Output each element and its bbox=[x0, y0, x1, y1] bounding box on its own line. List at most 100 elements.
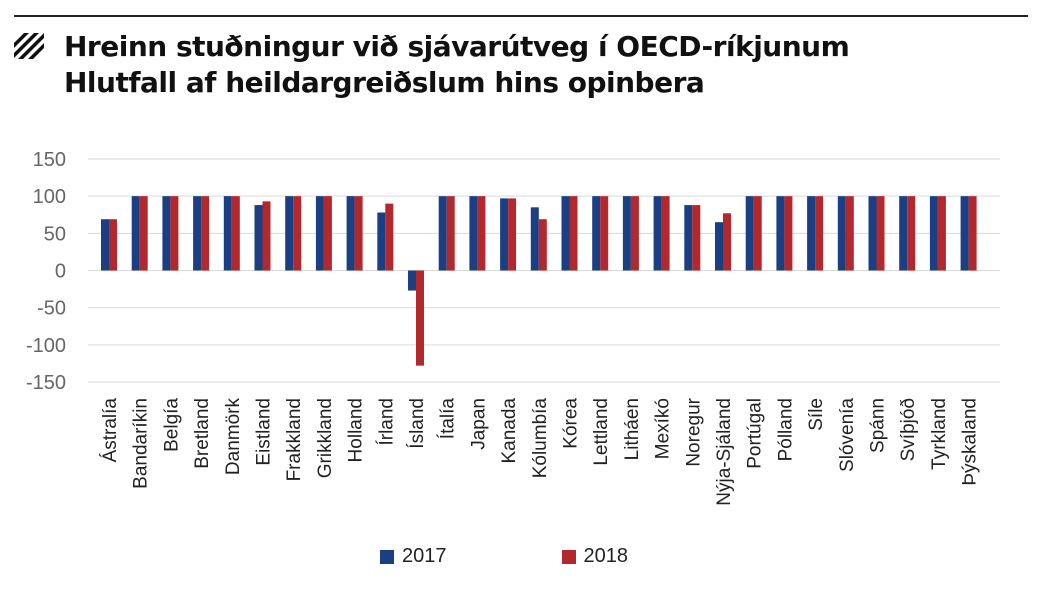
legend-label-2017: 2017 bbox=[402, 545, 447, 567]
bar-2018 bbox=[354, 196, 363, 271]
legend-item-2017: 2017 bbox=[380, 545, 447, 568]
y-tick-label: 0 bbox=[55, 261, 66, 283]
x-tick-label: Síle bbox=[806, 398, 827, 431]
x-tick-label: Nýja-Sjáland bbox=[714, 398, 735, 506]
bar-2018 bbox=[139, 196, 148, 271]
bar-2018 bbox=[661, 196, 670, 271]
x-tick-label: Svíþjóð bbox=[898, 398, 919, 461]
x-tick-label: Pólland bbox=[775, 398, 796, 461]
bar-2017 bbox=[776, 196, 785, 271]
x-tick-label: Bandaríkin bbox=[131, 398, 152, 489]
bar-2018 bbox=[753, 196, 762, 271]
legend-label-2018: 2018 bbox=[583, 545, 629, 567]
x-tick-label: Grikkland bbox=[315, 398, 336, 478]
bar-2017 bbox=[101, 219, 109, 271]
x-tick-label: Eistland bbox=[254, 398, 275, 466]
bar-2017 bbox=[807, 196, 816, 271]
bar-2018 bbox=[845, 196, 854, 271]
x-tick-label: Belgía bbox=[161, 398, 182, 452]
legend-swatch-2018 bbox=[561, 549, 576, 564]
bar-2017 bbox=[469, 196, 478, 271]
bar-2018 bbox=[968, 196, 977, 271]
bar-2018 bbox=[477, 196, 486, 271]
chart-title: Hreinn stuðningur við sjávarútveg í OECD… bbox=[64, 30, 850, 63]
bar-2018 bbox=[323, 196, 332, 271]
bar-2018 bbox=[446, 196, 455, 271]
x-tick-label: Spánn bbox=[868, 398, 889, 453]
y-tick-label: -100 bbox=[26, 335, 66, 357]
x-tick-label: Tyrkland bbox=[929, 398, 950, 470]
bar-2018 bbox=[600, 196, 609, 271]
bar-2018 bbox=[569, 196, 578, 271]
top-rule bbox=[14, 15, 1028, 17]
x-tick-label: Holland bbox=[346, 398, 367, 462]
bar-2018 bbox=[815, 196, 824, 271]
bar-2017 bbox=[162, 196, 171, 271]
bar-2017 bbox=[899, 196, 908, 271]
bar-2018 bbox=[170, 196, 179, 271]
bar-2017 bbox=[223, 196, 232, 271]
x-tick-label: Ástralía bbox=[100, 398, 121, 463]
x-tick-label: Japan bbox=[468, 398, 489, 450]
x-tick-label: Kólumbía bbox=[530, 398, 551, 479]
x-tick-label: Mexíkó bbox=[653, 398, 674, 459]
bar-2017 bbox=[408, 270, 416, 291]
x-tick-label: Portúgal bbox=[745, 398, 766, 469]
bar-2017 bbox=[193, 196, 202, 271]
y-tick-label: -50 bbox=[37, 298, 66, 320]
x-tick-label: Noregur bbox=[683, 397, 704, 466]
bar-2017 bbox=[500, 198, 509, 271]
x-tick-label: Þýskaland bbox=[960, 398, 981, 486]
bar-2017 bbox=[254, 205, 263, 271]
bar-2018 bbox=[630, 196, 639, 271]
y-tick-label: 100 bbox=[33, 186, 66, 208]
bar-2018 bbox=[293, 196, 302, 271]
y-tick-label: -150 bbox=[26, 372, 66, 394]
bar-2017 bbox=[438, 196, 447, 271]
bar-2017 bbox=[346, 196, 355, 271]
bar-2017 bbox=[622, 196, 631, 271]
x-tick-label: Slóvenía bbox=[837, 398, 858, 472]
bar-2018 bbox=[262, 201, 271, 271]
bar-2017 bbox=[530, 207, 539, 271]
bar-2018 bbox=[538, 219, 547, 271]
x-tick-label: Ísland bbox=[407, 398, 428, 449]
bar-2018 bbox=[692, 205, 701, 271]
bar-2017 bbox=[929, 196, 938, 271]
x-tick-label: Ítalía bbox=[438, 398, 459, 440]
y-tick-label: 150 bbox=[33, 149, 66, 171]
x-tick-label: Frakkland bbox=[284, 398, 305, 481]
bar-2017 bbox=[653, 196, 662, 271]
bar-2017 bbox=[377, 212, 386, 271]
x-tick-label: Írland bbox=[376, 398, 397, 446]
bar-2018 bbox=[231, 196, 240, 271]
bar-2017 bbox=[561, 196, 570, 271]
diagonal-stripes-icon bbox=[14, 33, 44, 59]
bar-2018 bbox=[201, 196, 210, 271]
x-tick-label: Bretland bbox=[192, 398, 213, 469]
bar-2018 bbox=[109, 219, 117, 271]
bar-2018 bbox=[416, 270, 424, 366]
legend-item-2018: 2018 bbox=[561, 545, 629, 568]
bar-2018 bbox=[907, 196, 916, 271]
bar-2017 bbox=[868, 196, 877, 271]
y-tick-label: 50 bbox=[44, 223, 66, 245]
bar-2017 bbox=[960, 196, 969, 271]
bar-2017 bbox=[131, 196, 140, 271]
legend-swatch-2017 bbox=[380, 549, 394, 564]
bar-2018 bbox=[508, 198, 517, 271]
bar-2017 bbox=[592, 196, 601, 271]
bar-2018 bbox=[723, 213, 731, 271]
x-tick-label: Lettland bbox=[591, 398, 612, 466]
bar-2018 bbox=[385, 203, 394, 271]
bar-2017 bbox=[715, 222, 723, 271]
bar-2017 bbox=[315, 196, 324, 271]
bar-2017 bbox=[745, 196, 754, 271]
x-tick-label: Litháen bbox=[622, 398, 643, 460]
chart-subtitle: Hlutfall af heildargreiðslum hins opinbe… bbox=[64, 66, 705, 99]
x-tick-label: Kanada bbox=[499, 398, 520, 464]
x-tick-label: Kórea bbox=[561, 398, 582, 449]
x-tick-label: Danmörk bbox=[223, 398, 244, 476]
bar-2017 bbox=[684, 205, 693, 271]
